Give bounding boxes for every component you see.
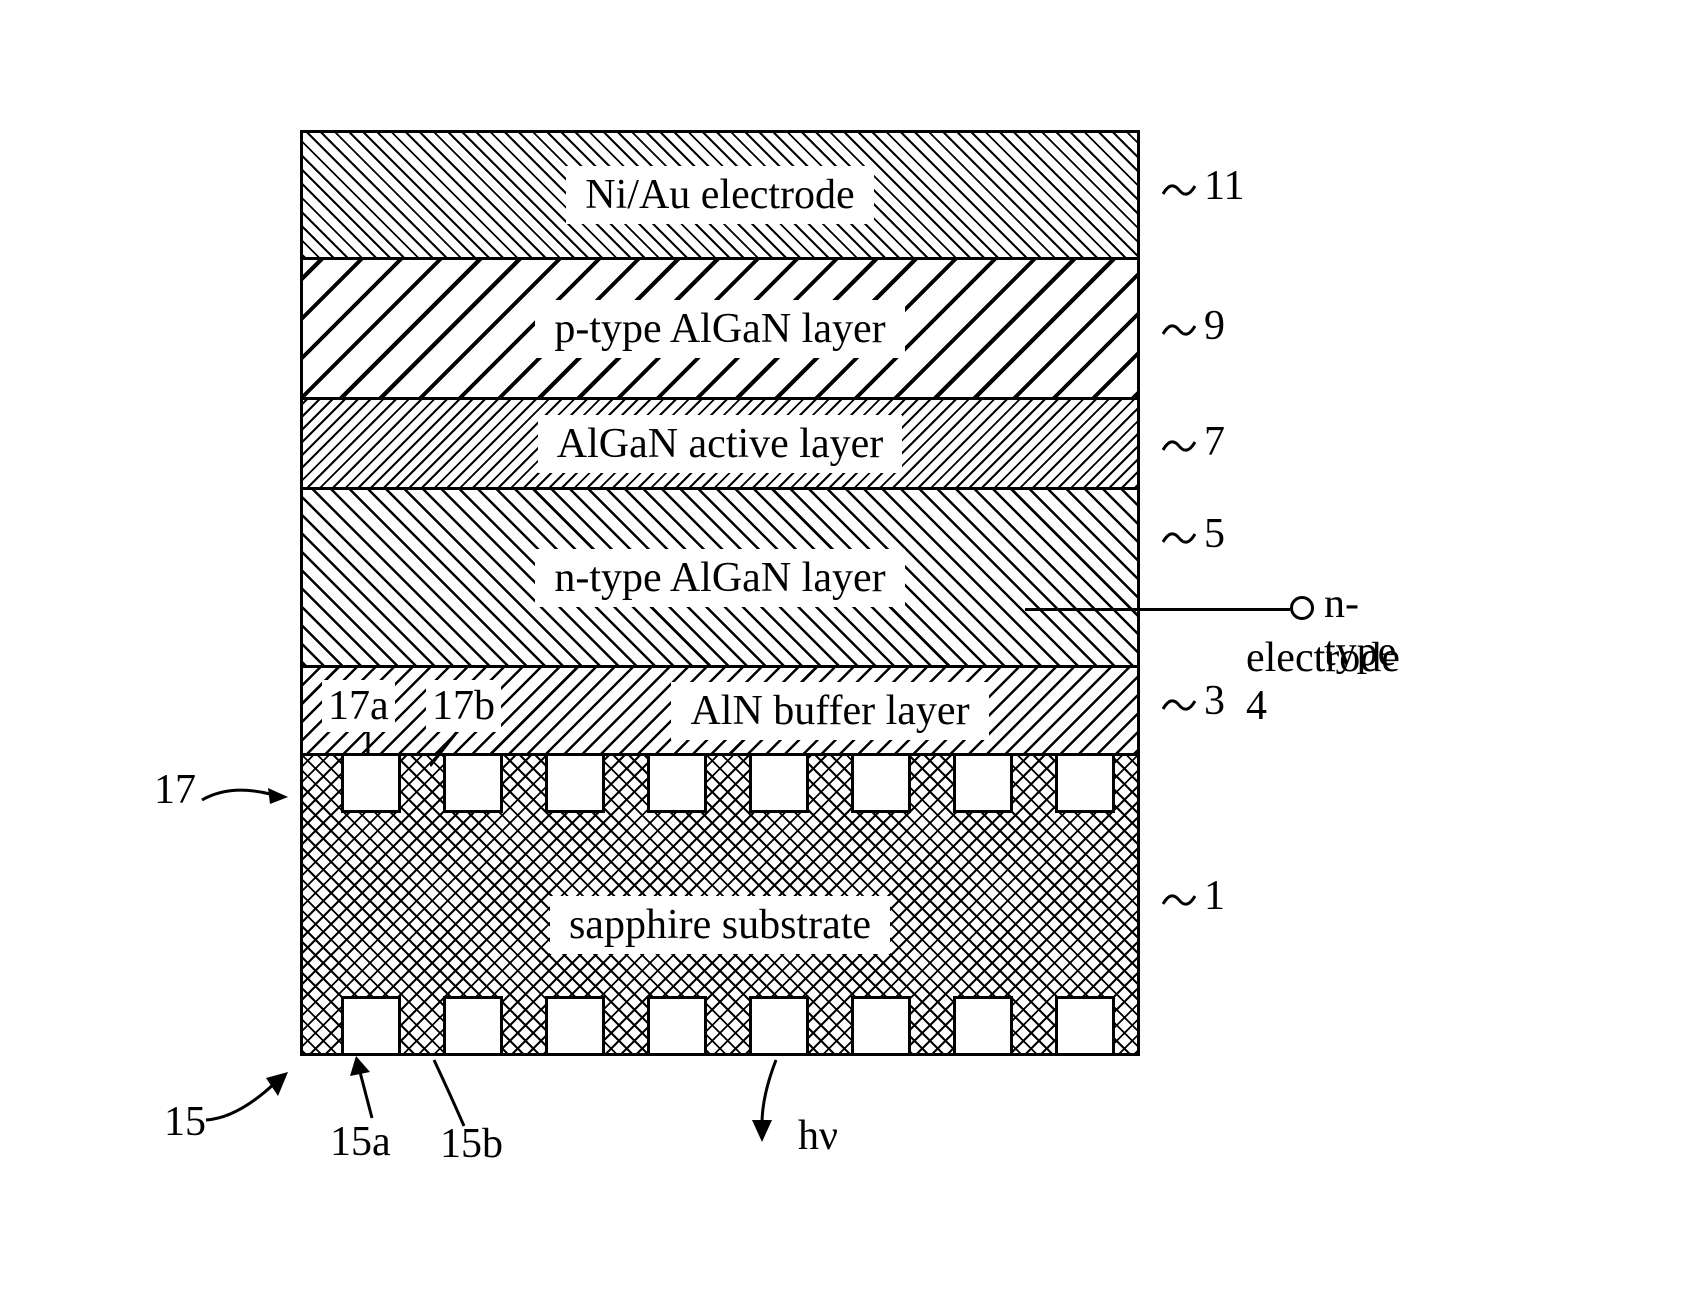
hole <box>953 996 1013 1056</box>
sublabel-15b: 15b <box>440 1120 503 1168</box>
hole <box>443 996 503 1056</box>
arrow-right-icon <box>200 782 290 812</box>
sublabel-17b: 17b <box>426 680 501 732</box>
leader-tilde <box>1162 320 1196 340</box>
led-cross-section-diagram: Ni/Au electrode p-type AlGaN layer AlGaN… <box>300 130 1140 1056</box>
hole <box>1055 996 1115 1056</box>
hole <box>545 756 605 813</box>
leader-tilde <box>1162 180 1196 200</box>
hole <box>749 756 809 813</box>
layer-n-algan: n-type AlGaN layer <box>300 490 1140 668</box>
sublabel-17a: 17a <box>322 680 395 732</box>
layer-ni-au-electrode: Ni/Au electrode <box>300 130 1140 260</box>
hole <box>851 996 911 1056</box>
emission-arrow-icon <box>740 1056 800 1146</box>
layer-label: Ni/Au electrode <box>566 166 873 224</box>
callout-number-7: 7 <box>1204 418 1225 466</box>
leader-tilde <box>1162 890 1196 910</box>
layer-p-algan: p-type AlGaN layer <box>300 260 1140 400</box>
hole <box>749 996 809 1056</box>
leader-tilde <box>1162 528 1196 548</box>
hole <box>1055 756 1115 813</box>
layer-label: AlN buffer layer <box>671 682 988 740</box>
hole-row-top <box>303 756 1137 813</box>
terminal-circle-icon <box>1290 596 1314 620</box>
emission-label: hν <box>798 1112 838 1160</box>
hole <box>647 756 707 813</box>
leader-n-electrode <box>1025 608 1290 611</box>
arrow-up-icon <box>348 1054 388 1124</box>
hole <box>341 756 401 813</box>
sublabel-15a: 15a <box>330 1118 391 1166</box>
callout-number-9: 9 <box>1204 302 1225 350</box>
layer-label: sapphire substrate <box>550 896 890 954</box>
hole <box>851 756 911 813</box>
layer-label: AlGaN active layer <box>538 415 903 473</box>
hole-row-bottom <box>303 996 1137 1056</box>
callout-number-11: 11 <box>1204 162 1244 210</box>
layer-label: p-type AlGaN layer <box>535 300 904 358</box>
callout-number-17: 17 <box>154 766 196 814</box>
n-electrode-label-line2: electrode 4 <box>1246 634 1400 730</box>
hole <box>953 756 1013 813</box>
leader-tilde <box>1162 695 1196 715</box>
layer-label: n-type AlGaN layer <box>535 549 904 607</box>
arrow-right-up-icon <box>204 1070 294 1130</box>
callout-number-5: 5 <box>1204 510 1225 558</box>
layer-sapphire-substrate: sapphire substrate <box>300 756 1140 1056</box>
hole <box>545 996 605 1056</box>
leader-15b <box>430 1054 480 1130</box>
hole <box>341 996 401 1056</box>
layer-algan-active: AlGaN active layer <box>300 400 1140 490</box>
hole <box>647 996 707 1056</box>
callout-number-15: 15 <box>164 1098 206 1146</box>
callout-number-3: 3 <box>1204 677 1225 725</box>
callout-number-1: 1 <box>1204 872 1225 920</box>
leader-tilde <box>1162 436 1196 456</box>
hole <box>443 756 503 813</box>
